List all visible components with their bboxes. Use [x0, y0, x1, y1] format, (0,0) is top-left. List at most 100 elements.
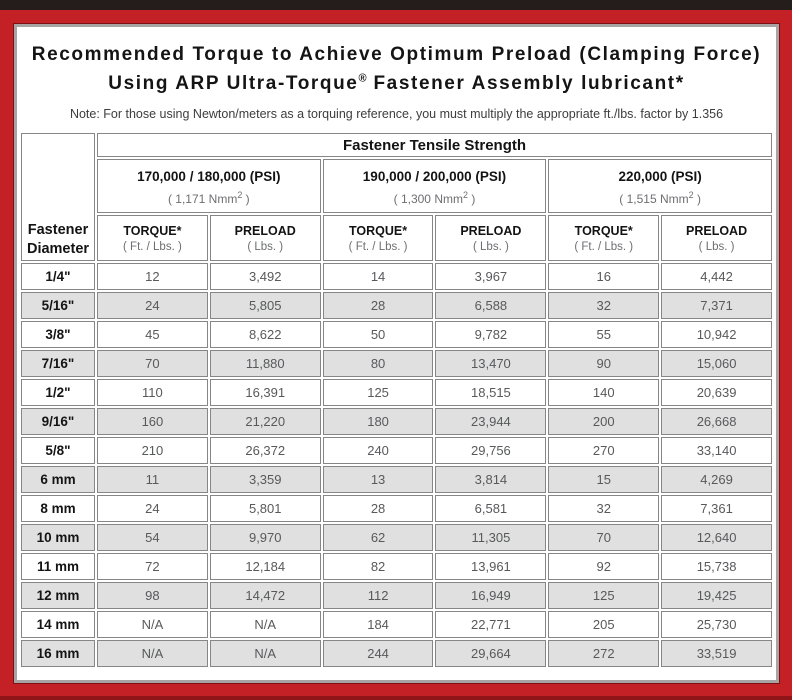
preload-column-header: PRELOAD( Lbs. ): [209, 215, 321, 261]
row-value: 33,519: [661, 640, 772, 667]
row-diameter: 11 mm: [21, 553, 95, 580]
row-value: 112: [322, 582, 434, 609]
row-value: 184: [322, 611, 434, 638]
row-value: 3,814: [435, 466, 547, 493]
row-diameter: 6 mm: [21, 466, 95, 493]
row-value: 29,756: [435, 437, 547, 464]
row-value: 125: [322, 379, 434, 406]
table-row: 14 mm N/A N/A 184 22,771 205 25,730: [21, 611, 772, 638]
table-row: 3/8" 45 8,622 50 9,782 55 10,942: [21, 321, 772, 348]
table-row: 9/16" 160 21,220 180 23,944 200 26,668: [21, 408, 772, 435]
title-line-2: Using ARP Ultra-Torque® Fastener Assembl…: [108, 72, 685, 94]
table-row: 5/8" 210 26,372 240 29,756 270 33,140: [21, 437, 772, 464]
row-value: 50: [322, 321, 434, 348]
fastener-diameter-header: Fastener Diameter: [21, 133, 95, 261]
row-value: 11,305: [435, 524, 547, 551]
table-row: 16 mm N/A N/A 244 29,664 272 33,519: [21, 640, 772, 667]
row-diameter: 1/2": [21, 379, 95, 406]
torque-preload-table: Fastener Diameter Fastener Tensile Stren…: [19, 131, 774, 669]
row-value: 13,470: [435, 350, 547, 377]
row-value: 14,472: [209, 582, 321, 609]
row-value: 15: [548, 466, 660, 493]
table-row: 8 mm 24 5,801 28 6,581 32 7,361: [21, 495, 772, 522]
row-value: 6,581: [435, 495, 547, 522]
table-body: 1/4" 12 3,492 14 3,967 16 4,442 5/16" 24 5,805 28 6…: [21, 263, 772, 667]
row-diameter: 16 mm: [21, 640, 95, 667]
row-value: 12: [97, 263, 208, 290]
row-diameter: 9/16": [21, 408, 95, 435]
row-value: 28: [322, 292, 434, 319]
page-title: Recommended Torque to Achieve Optimum Pr…: [19, 41, 774, 98]
row-value: 3,967: [435, 263, 547, 290]
row-diameter: 8 mm: [21, 495, 95, 522]
row-value: 19,425: [661, 582, 772, 609]
registered-trademark-symbol: ®: [358, 72, 367, 85]
row-value: 16,949: [435, 582, 547, 609]
table-row: 1/2" 110 16,391 125 18,515 140 20,639: [21, 379, 772, 406]
row-diameter: 5/8": [21, 437, 95, 464]
row-diameter: 10 mm: [21, 524, 95, 551]
row-value: 13,961: [435, 553, 547, 580]
conversion-note: Note: For those using Newton/meters as a…: [69, 107, 724, 121]
row-value: 15,060: [661, 350, 772, 377]
row-value: 90: [548, 350, 660, 377]
row-value: 244: [322, 640, 434, 667]
row-value: N/A: [209, 611, 321, 638]
row-value: 7,371: [661, 292, 772, 319]
row-value: 16,391: [209, 379, 321, 406]
row-value: 5,801: [209, 495, 321, 522]
table-row: 12 mm 98 14,472 112 16,949 125 19,425: [21, 582, 772, 609]
row-value: 13: [322, 466, 434, 493]
row-value: 28: [322, 495, 434, 522]
row-value: 11: [97, 466, 208, 493]
strength-group-170-180: 170,000 / 180,000 (PSI) ( 1,171 Nmm2 ): [97, 159, 321, 213]
row-value: 21,220: [209, 408, 321, 435]
row-value: 32: [548, 495, 660, 522]
table-row: 1/4" 12 3,492 14 3,967 16 4,442: [21, 263, 772, 290]
row-value: 20,639: [661, 379, 772, 406]
bottom-shadow-strip: [0, 696, 792, 700]
row-value: 70: [548, 524, 660, 551]
strength-group-220: 220,000 (PSI) ( 1,515 Nmm2 ): [548, 159, 772, 213]
row-diameter: 7/16": [21, 350, 95, 377]
row-value: 92: [548, 553, 660, 580]
table-row: 6 mm 11 3,359 13 3,814 15 4,269: [21, 466, 772, 493]
row-value: 24: [97, 292, 208, 319]
preload-column-header: PRELOAD( Lbs. ): [661, 215, 772, 261]
row-diameter: 5/16": [21, 292, 95, 319]
row-diameter: 1/4": [21, 263, 95, 290]
header-row-psi: 170,000 / 180,000 (PSI) ( 1,171 Nmm2 ) 1…: [21, 159, 772, 213]
row-value: 6,588: [435, 292, 547, 319]
strength-group-190-200: 190,000 / 200,000 (PSI) ( 1,300 Nmm2 ): [322, 159, 547, 213]
row-value: 54: [97, 524, 208, 551]
row-value: 18,515: [435, 379, 547, 406]
row-value: 23,944: [435, 408, 547, 435]
row-value: 4,442: [661, 263, 772, 290]
row-value: 82: [322, 553, 434, 580]
row-value: 270: [548, 437, 660, 464]
row-value: 205: [548, 611, 660, 638]
row-value: 180: [322, 408, 434, 435]
row-value: 14: [322, 263, 434, 290]
row-value: 5,805: [209, 292, 321, 319]
row-value: 55: [548, 321, 660, 348]
row-value: N/A: [97, 640, 208, 667]
row-value: 98: [97, 582, 208, 609]
row-value: 110: [97, 379, 208, 406]
table-row: 10 mm 54 9,970 62 11,305 70 12,640: [21, 524, 772, 551]
row-value: 3,359: [209, 466, 321, 493]
chart-panel: Recommended Torque to Achieve Optimum Pr…: [14, 24, 779, 683]
row-value: 12,640: [661, 524, 772, 551]
row-value: 45: [97, 321, 208, 348]
table-row: 5/16" 24 5,805 28 6,588 32 7,371: [21, 292, 772, 319]
row-value: 62: [322, 524, 434, 551]
row-value: 8,622: [209, 321, 321, 348]
torque-column-header: TORQUE*( Ft. / Lbs. ): [548, 215, 660, 261]
row-value: 72: [97, 553, 208, 580]
row-value: 200: [548, 408, 660, 435]
header-row-columns: TORQUE*( Ft. / Lbs. ) PRELOAD( Lbs. ) TO…: [21, 215, 772, 261]
row-value: 33,140: [661, 437, 772, 464]
preload-column-header: PRELOAD( Lbs. ): [435, 215, 547, 261]
row-value: 12,184: [209, 553, 321, 580]
